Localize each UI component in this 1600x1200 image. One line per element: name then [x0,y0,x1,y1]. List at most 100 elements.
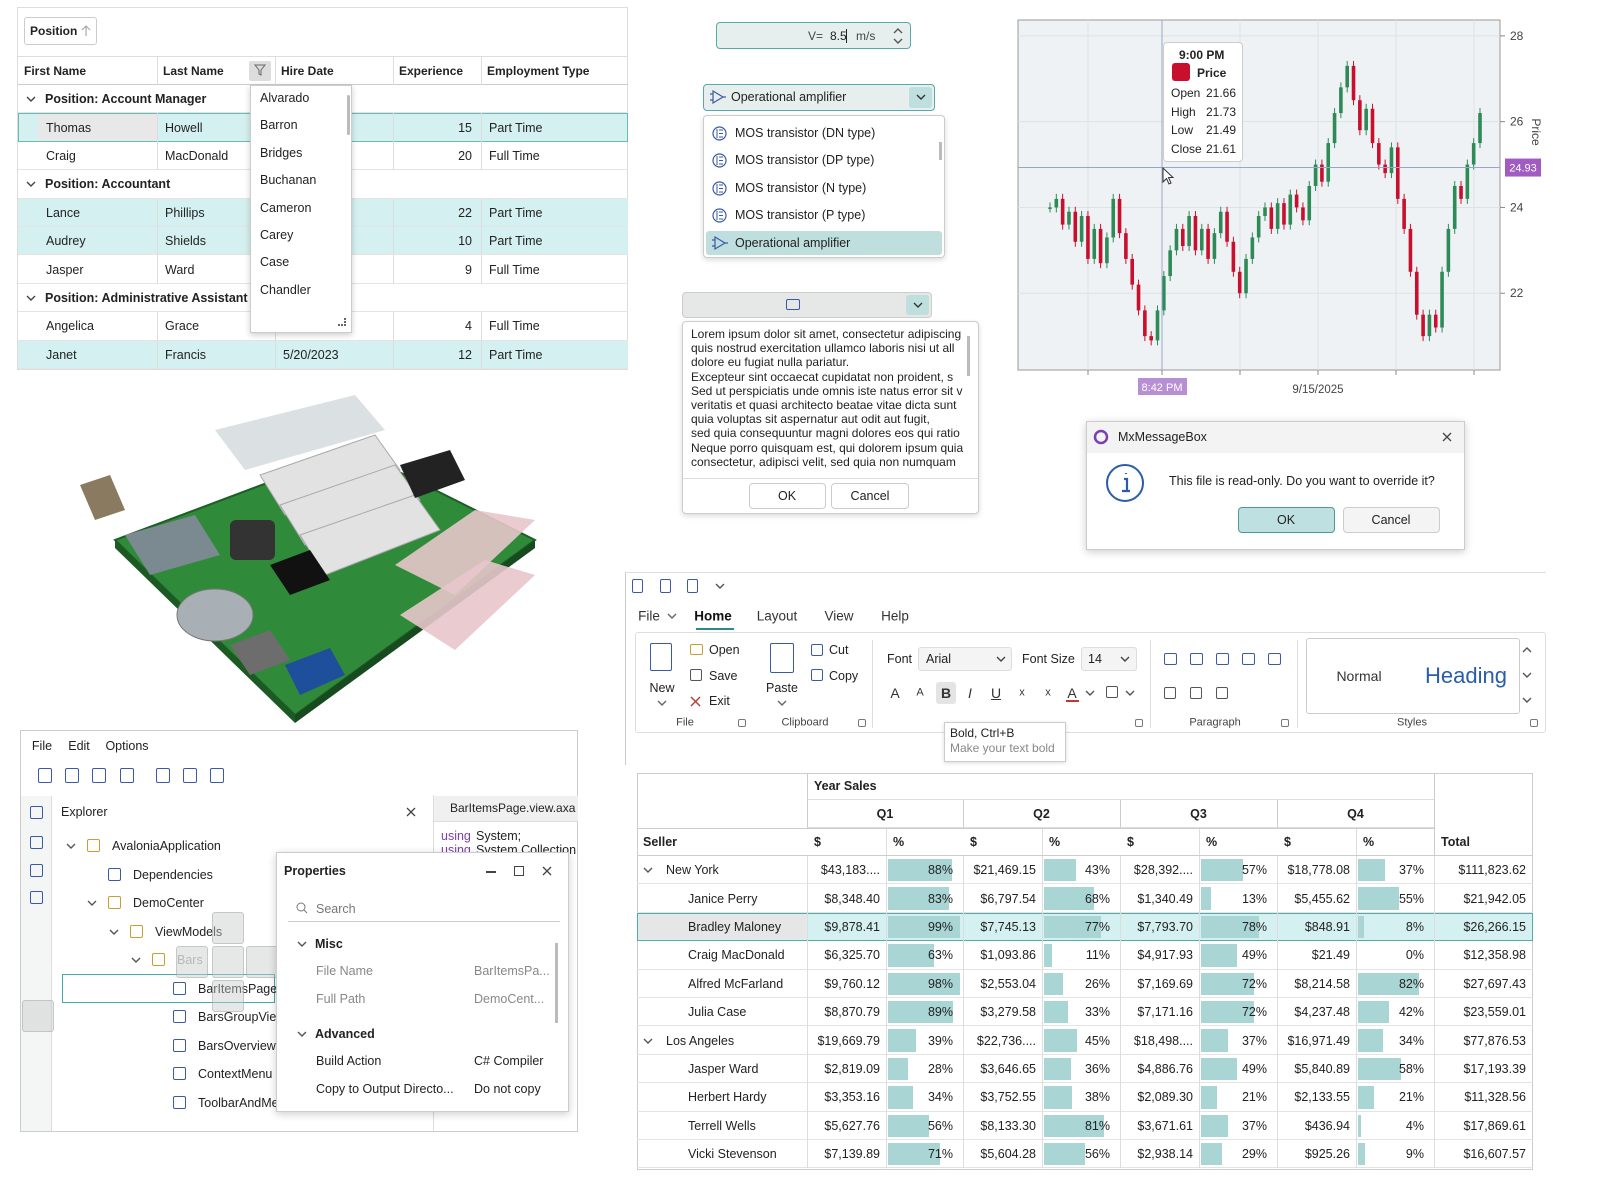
chevron [643,867,653,874]
ribbon-button: Cut [829,642,849,657]
candle [1250,237,1255,259]
percent: 99% [927,919,953,934]
cell-separator [886,998,887,1027]
ok-button [1238,507,1335,533]
cell-separator [1199,1054,1200,1084]
icon [690,644,703,655]
cancel-button [831,483,909,509]
percent: 37% [1241,1033,1267,1048]
candle [1282,203,1286,225]
candle [1162,276,1166,311]
chevron-icon [87,900,97,906]
y-axis-label: Price [1529,118,1543,146]
candle [1326,143,1331,182]
tooltip-value: 21.66 [1205,86,1236,100]
percent: 82% [1398,976,1424,991]
percent: 34% [927,1090,953,1105]
first-name: Janet [46,347,77,362]
chevron-icon [1522,672,1532,678]
tooltip [944,722,1066,762]
filter-popup [250,85,352,333]
percent: 26% [1084,976,1110,991]
employment-type: Part Time [489,233,543,248]
ok-label: OK [1276,512,1296,527]
candle [1092,228,1097,259]
cell-separator [1356,1083,1357,1112]
candle [1383,164,1387,174]
header [259,434,401,516]
cell-separator [963,941,964,970]
font-size-combo [1081,647,1137,671]
cell-separator [157,198,158,227]
percent: 88% [927,862,953,877]
cell-separator [1356,1140,1357,1169]
header [279,464,421,546]
percent: 81% [1084,1118,1110,1133]
properties-title: Properties [284,863,346,878]
icon [1164,653,1177,665]
cell-separator [1199,1140,1200,1169]
grid-header [18,56,628,85]
icon [738,719,746,727]
amount: $4,886.76 [1137,1061,1193,1076]
candle [1339,87,1343,114]
inductor [230,520,275,560]
cell-separator [886,1026,887,1055]
candle [1124,233,1128,259]
tree-item: BarItemsPage [198,981,276,996]
seller-name: Los Angeles [666,1033,735,1048]
bold-hover [936,682,956,704]
amp-icon [710,89,726,105]
icon [30,891,43,904]
cell-separator [1277,941,1278,970]
amount: $5,627.76 [824,1118,880,1133]
cell-separator [1042,941,1043,970]
memo-scrollbar [967,336,970,376]
seller-name: Herbert Hardy [688,1090,767,1105]
group-separator [1297,640,1298,728]
cell-separator [886,856,887,885]
percent-bar [1201,1086,1217,1109]
font-color-bar [1066,700,1079,702]
percent: 58% [1398,1061,1424,1076]
memo-footer [683,478,978,479]
section-title: Advanced [315,1026,375,1041]
percent: 21% [1398,1090,1424,1105]
ribbon-button: Exit [709,693,730,708]
row-total: $111,823.62 [1458,862,1526,877]
cell-separator [1199,969,1200,998]
group-label: Styles [1397,716,1427,729]
chevron-icon [26,96,36,103]
quarter-label: Q3 [1190,806,1207,821]
connector [215,395,385,470]
property-value: Do not copy [474,1081,541,1096]
mos-shape [712,126,727,141]
cell-separator [1434,1083,1435,1112]
percent-bar [1044,1114,1104,1137]
percent-bar [1044,887,1095,910]
cell-separator [886,1111,887,1140]
filter-item: Case [260,255,290,270]
font-glyph: A [890,685,900,701]
percent: 49% [1241,1061,1267,1076]
candle [1098,228,1103,264]
module [125,515,220,575]
candle [1212,233,1217,259]
percent-bar [1358,972,1419,995]
amount: $9,878.41 [824,919,880,934]
cell-separator [1356,856,1357,885]
percent: 4% [1405,1118,1424,1133]
cell-separator [1042,856,1043,885]
plot-area [1017,19,1501,371]
candle [1320,164,1324,182]
column-header: Last Name [163,64,224,78]
chevron [777,700,787,706]
percent-bar [1201,1029,1229,1052]
cell-separator [1120,941,1121,970]
cell-separator [963,1083,964,1112]
cell-separator [1356,998,1357,1027]
pivot-row [637,884,1533,913]
chevron [297,1031,307,1037]
chevron-icon [996,656,1006,662]
candle [1117,198,1122,234]
